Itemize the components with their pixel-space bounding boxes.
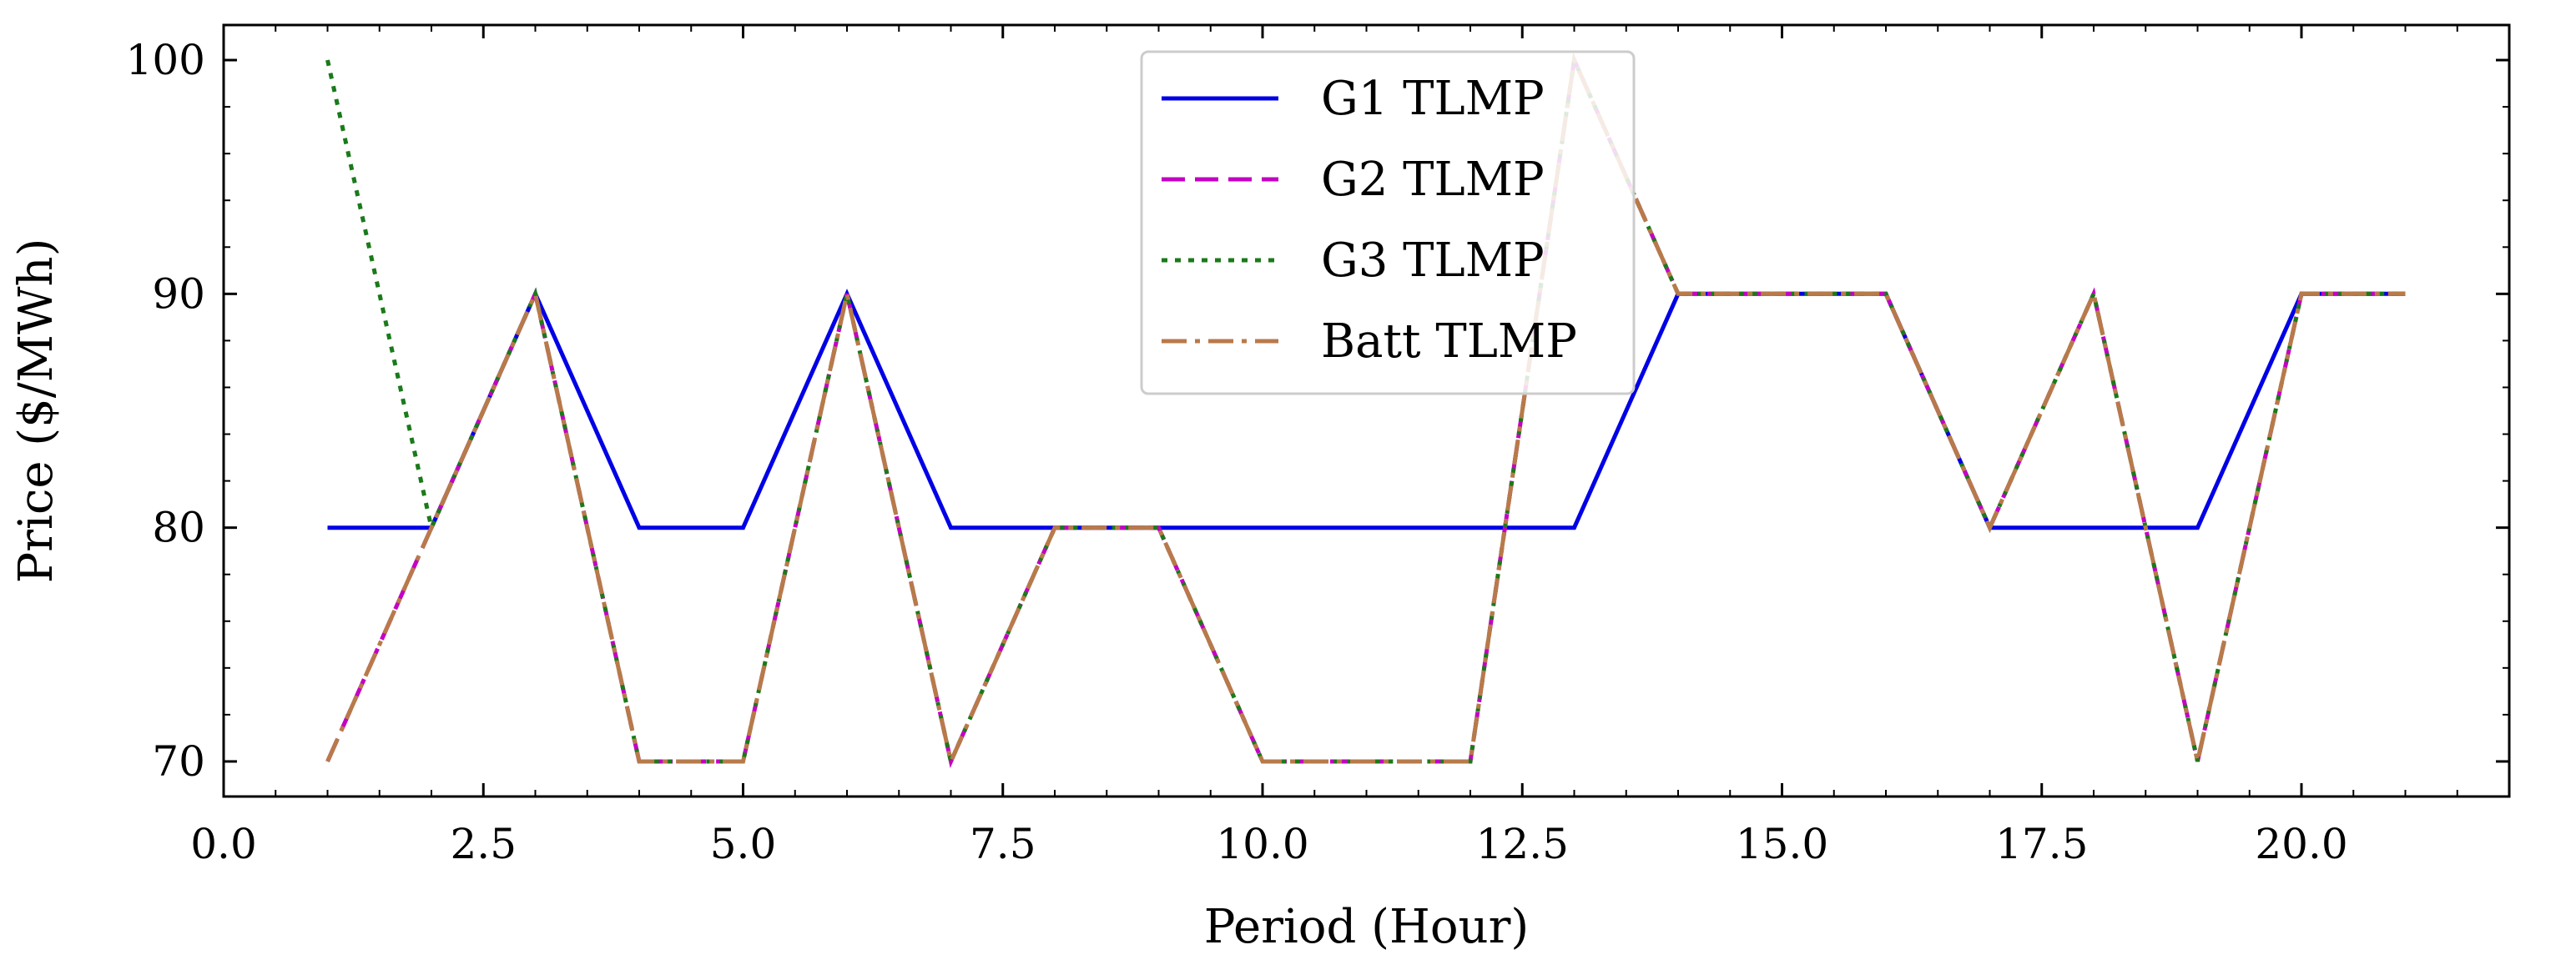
legend-label-1: G1 TLMP xyxy=(1321,72,1545,126)
x-tick-label: 17.5 xyxy=(1995,820,2088,868)
legend-label-4: Batt TLMP xyxy=(1321,314,1577,369)
x-tick-label: 0.0 xyxy=(190,820,257,868)
series-line-4 xyxy=(325,53,2406,768)
y-tick-label: 70 xyxy=(152,737,205,786)
legend-box xyxy=(1140,50,1636,395)
legend: G1 TLMP G2 TLMP G3 TLMP Batt TLMP xyxy=(1140,50,1636,395)
x-tick-label: 15.0 xyxy=(1736,820,1828,868)
x-axis-title: Period (Hour) xyxy=(1204,900,1529,954)
ticks-layer: 0.0 2.5 5.0 7.5 10.0 12.5 15.0 17.5 20.0 70 80 90 10… xyxy=(126,25,2509,868)
series-line-1 xyxy=(327,289,2406,530)
y-axis-title: Price ($/MWh) xyxy=(9,239,63,584)
legend-label-3: G3 TLMP xyxy=(1321,234,1545,288)
x-tick-label: 5.0 xyxy=(710,820,777,868)
x-tick-label: 20.0 xyxy=(2255,820,2347,868)
y-tick-label: 100 xyxy=(126,36,205,84)
x-tick-label: 10.0 xyxy=(1216,820,1308,868)
x-tick-label: 2.5 xyxy=(450,820,517,868)
x-tick-label: 12.5 xyxy=(1476,820,1569,868)
x-tick-label: 7.5 xyxy=(970,820,1036,868)
y-tick-label: 80 xyxy=(152,504,205,552)
legend-label-2: G2 TLMP xyxy=(1321,153,1545,207)
y-tick-label: 90 xyxy=(152,269,205,318)
series-layer xyxy=(325,53,2406,768)
